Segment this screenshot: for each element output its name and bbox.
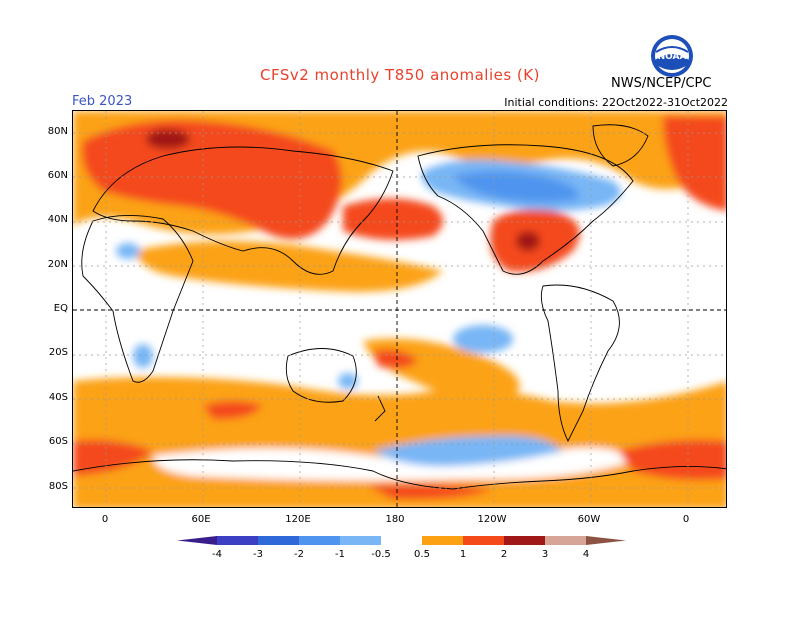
lon-label-180: 180 xyxy=(385,514,405,525)
anomaly-pacific-warm xyxy=(343,198,443,240)
colorbar-tick-label: -4 xyxy=(212,549,222,560)
lon-label-60w: 60W xyxy=(577,514,601,525)
colorbar-tick-label: -2 xyxy=(294,549,304,560)
colorbar-segment xyxy=(504,536,545,545)
anomaly-antarctic-east-warm xyxy=(618,439,726,480)
colorbar-segment xyxy=(299,536,340,545)
colorbar-tick-label: 3 xyxy=(542,549,548,560)
anomaly-southern-ocean-neutral xyxy=(153,447,633,481)
colorbar-segment-below-min xyxy=(177,536,217,545)
equator-dateline xyxy=(73,111,726,507)
chart-title: CFSv2 monthly T850 anomalies (K) xyxy=(260,66,540,84)
lat-label-eq: EQ xyxy=(53,303,68,314)
anomaly-south-pacific-warm xyxy=(373,349,418,369)
anomaly-australia-cool xyxy=(338,373,358,389)
agency-label: NWS/NCEP/CPC xyxy=(611,76,712,91)
colorbar-tick-label: 1 xyxy=(460,549,466,560)
lon-label-0-east: 0 xyxy=(682,514,690,525)
anomaly-subtropics-north xyxy=(133,241,443,292)
anomaly-southeast-us-dark-warm xyxy=(516,231,540,251)
lat-label-60n: 60N xyxy=(47,170,68,181)
colorbar-tick-label: 4 xyxy=(583,549,589,560)
colorbar-tick-label: -3 xyxy=(253,549,263,560)
anomaly-africa-south-cool xyxy=(133,344,153,368)
coast-north-america xyxy=(417,144,634,275)
colorbar-segment xyxy=(545,536,586,545)
coastlines xyxy=(73,124,726,490)
lon-label-120e: 120E xyxy=(285,514,311,525)
lat-label-20n: 20N xyxy=(47,259,68,270)
colorbar-tick-label: -1 xyxy=(335,549,345,560)
coast-antarctica xyxy=(73,459,726,490)
lat-label-40s: 40S xyxy=(48,392,68,403)
lon-label-120w: 120W xyxy=(477,514,507,525)
anomaly-north-america-cool-core xyxy=(453,171,579,203)
anomaly-south-indian-warm xyxy=(203,401,263,420)
colorbar-segment xyxy=(217,536,258,545)
anomaly-southern-ocean-cool xyxy=(373,435,563,467)
lat-label-80n: 80N xyxy=(47,126,68,137)
anomaly-arctic-east-warm xyxy=(663,116,726,211)
anomaly-africa-north-cool xyxy=(116,243,140,259)
colorbar-segment xyxy=(381,536,422,545)
colorbar-tick-label: -0.5 xyxy=(371,549,391,560)
colorbar-tick-label: 2 xyxy=(501,549,507,560)
graticule xyxy=(73,111,726,507)
colorbar-tick-label: 0.5 xyxy=(414,549,430,560)
noaa-logo-icon: NOAA xyxy=(651,35,693,77)
colorbar-segment-above-max xyxy=(586,536,626,545)
anomaly-antarctic-coast-warm xyxy=(73,439,153,476)
colorbar-segment xyxy=(340,536,381,545)
lat-label-80s: 80S xyxy=(48,481,68,492)
logo-text: NOAA xyxy=(658,52,687,62)
lon-label-0: 0 xyxy=(101,514,109,525)
coast-africa xyxy=(81,214,194,383)
anomaly-arctic-dark-warm xyxy=(146,129,190,149)
coast-australia xyxy=(285,348,357,403)
anomaly-eurasia-warm xyxy=(82,120,342,239)
coast-greenland xyxy=(592,124,649,167)
lat-label-20s: 20S xyxy=(48,347,68,358)
coast-eurasia xyxy=(92,146,394,275)
colorbar-segment xyxy=(422,536,463,545)
coast-new-zealand xyxy=(374,395,386,422)
lat-label-60s: 60S xyxy=(48,436,68,447)
coast-south-america xyxy=(540,284,620,443)
lon-label-60e: 60E xyxy=(191,514,211,525)
anomaly-central-pacific-cool xyxy=(453,325,513,353)
initial-conditions: Initial conditions: 22Oct2022-31Oct2022 xyxy=(504,96,728,109)
forecast-month: Feb 2023 xyxy=(72,94,133,109)
lat-label-40n: 40N xyxy=(47,214,68,225)
anomaly-map-svg xyxy=(73,111,726,507)
anomaly-map xyxy=(72,110,727,508)
colorbar-segment xyxy=(463,536,504,545)
colorbar-segment xyxy=(258,536,299,545)
